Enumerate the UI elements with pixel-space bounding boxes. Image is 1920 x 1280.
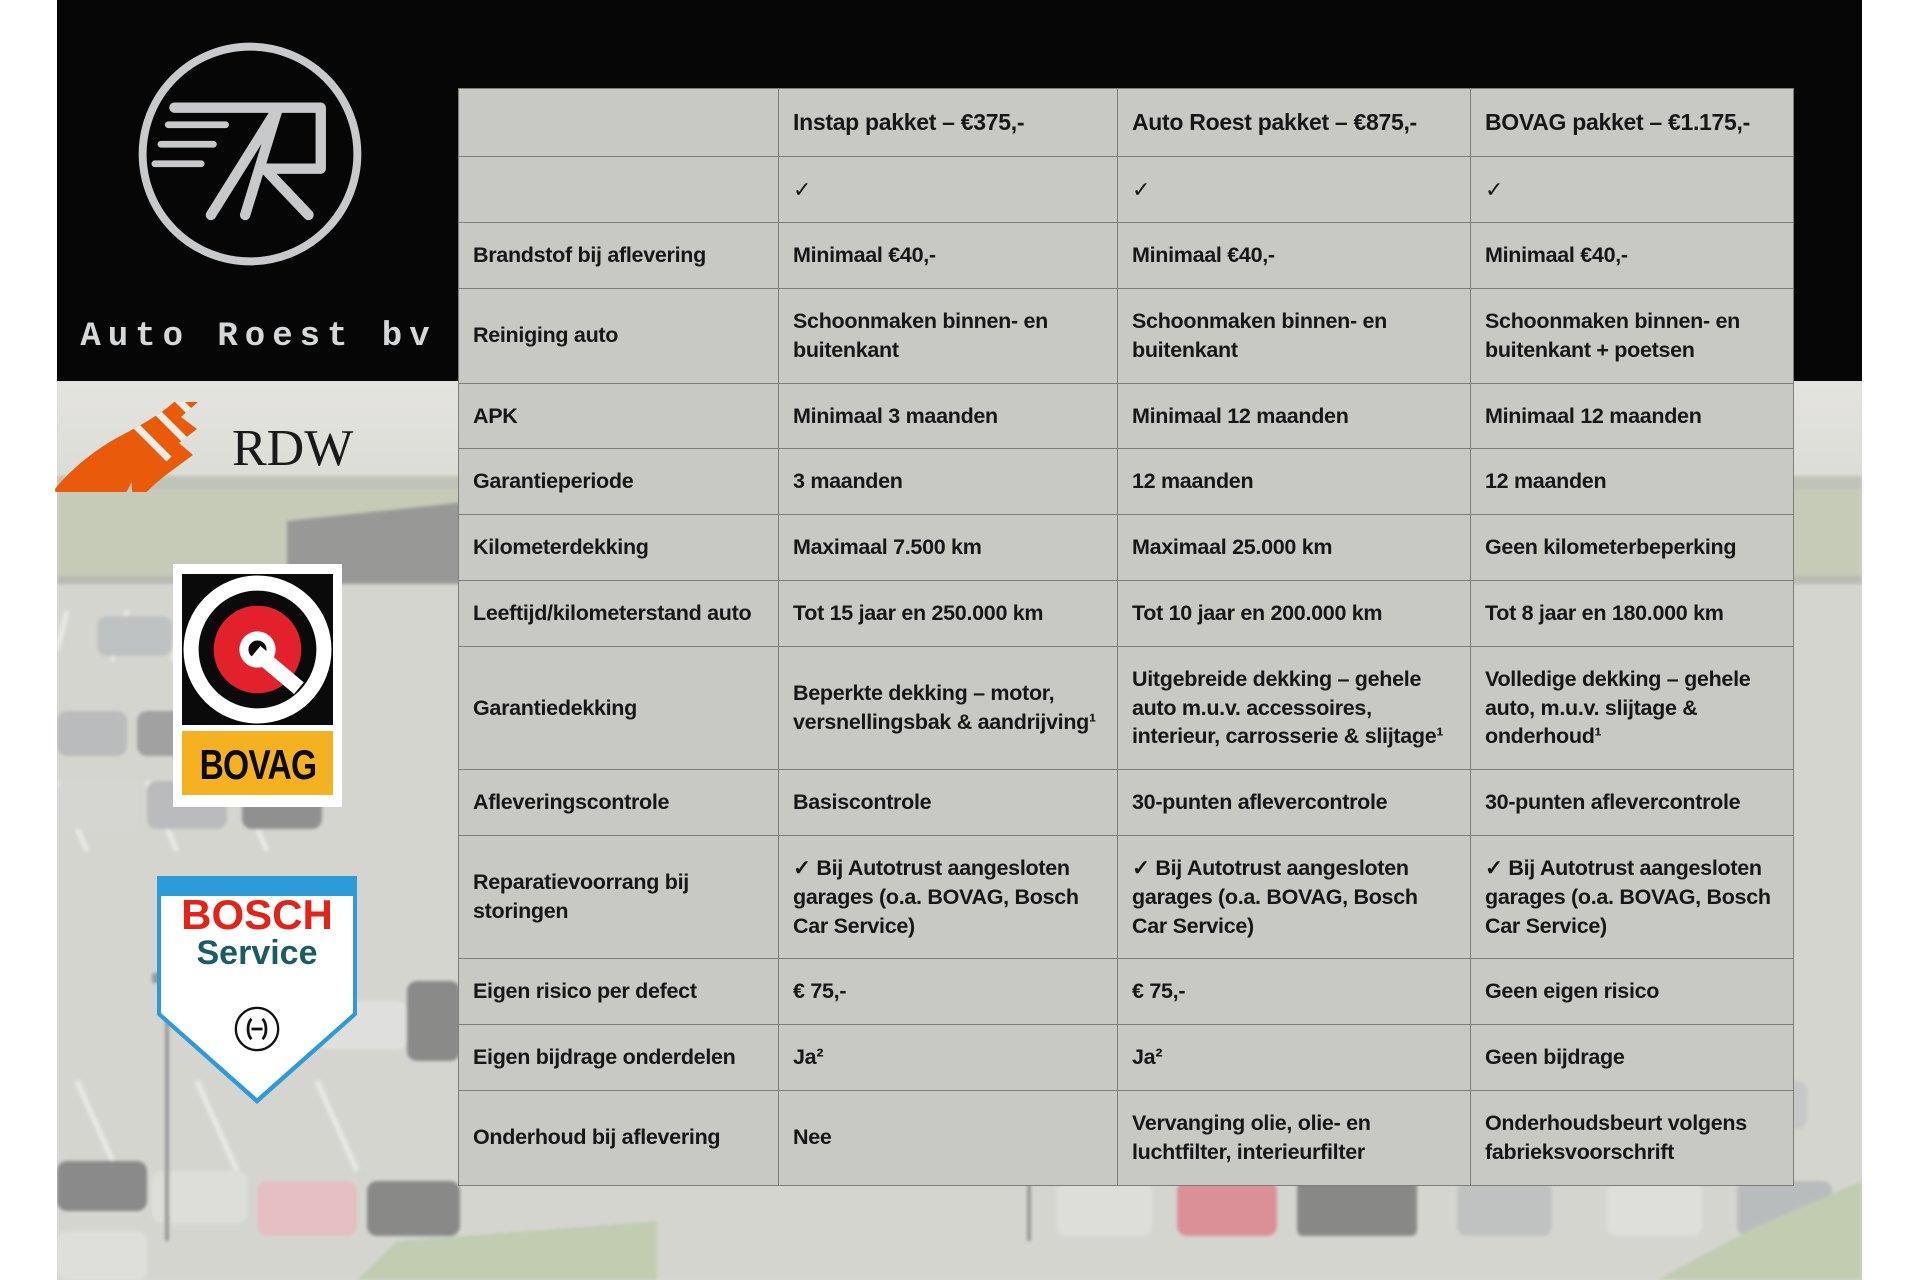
svg-text:RDW: RDW — [232, 420, 353, 477]
